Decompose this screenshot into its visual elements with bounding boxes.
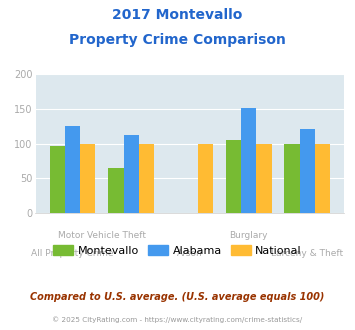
Bar [108, 168, 124, 213]
Legend: Montevallo, Alabama, National: Montevallo, Alabama, National [49, 240, 306, 260]
Bar [65, 126, 80, 213]
Text: Motor Vehicle Theft: Motor Vehicle Theft [58, 231, 146, 240]
Bar [50, 146, 65, 213]
Text: Compared to U.S. average. (U.S. average equals 100): Compared to U.S. average. (U.S. average … [30, 292, 325, 302]
Bar [226, 140, 241, 213]
Text: © 2025 CityRating.com - https://www.cityrating.com/crime-statistics/: © 2025 CityRating.com - https://www.city… [53, 317, 302, 323]
Text: Arson: Arson [177, 249, 203, 258]
Bar [300, 129, 315, 213]
Bar [124, 135, 139, 213]
Bar [284, 144, 300, 213]
Bar [80, 144, 95, 213]
Text: 2017 Montevallo: 2017 Montevallo [112, 8, 243, 22]
Bar [315, 144, 330, 213]
Bar [241, 108, 256, 213]
Text: Burglary: Burglary [229, 231, 268, 240]
Bar [139, 144, 154, 213]
Bar [198, 144, 213, 213]
Bar [256, 144, 272, 213]
Text: Larceny & Theft: Larceny & Theft [271, 249, 344, 258]
Text: Property Crime Comparison: Property Crime Comparison [69, 33, 286, 47]
Text: All Property Crime: All Property Crime [31, 249, 114, 258]
